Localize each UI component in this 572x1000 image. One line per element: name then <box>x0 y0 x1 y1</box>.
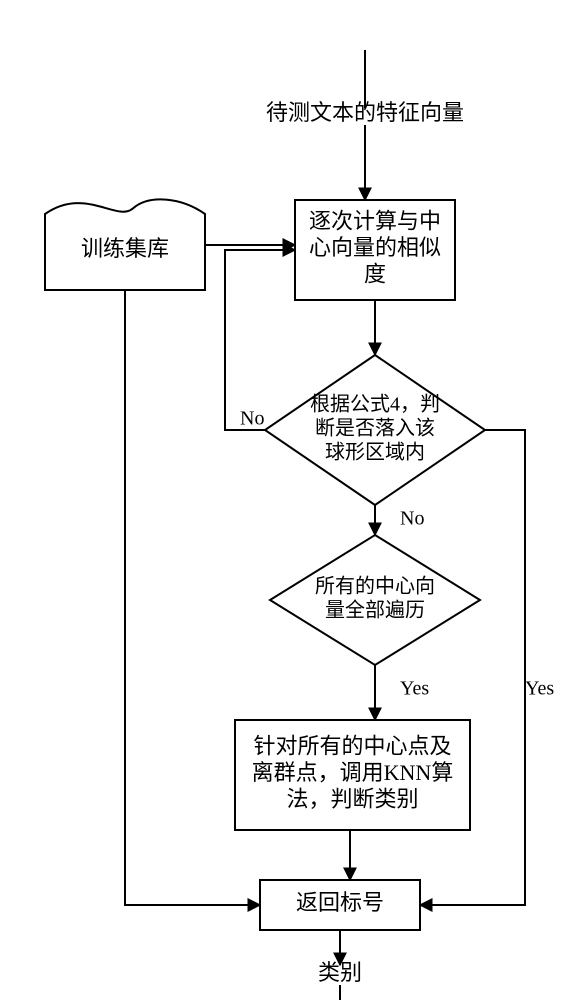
svg-text:针对所有的中心点及: 针对所有的中心点及 <box>253 734 451 759</box>
edge-label-dec1_no: No <box>240 408 264 430</box>
output-text: 类别 <box>318 960 362 985</box>
input-text: 待测文本的特征向量 <box>266 100 464 125</box>
svg-text:断是否落入该: 断是否落入该 <box>315 417 435 440</box>
node-dec1: 根据公式4，判断是否落入该球形区域内 <box>265 355 485 505</box>
node-output: 类别 <box>318 960 362 985</box>
svg-text:所有的中心向: 所有的中心向 <box>315 575 435 598</box>
svg-text:逐次计算与中: 逐次计算与中 <box>309 209 441 234</box>
svg-text:离群点，调用KNN算: 离群点，调用KNN算 <box>252 760 454 785</box>
edge-dec1-no-loop <box>225 250 295 430</box>
node-dec2: 所有的中心向量全部遍历 <box>270 535 480 665</box>
edge-label-dec2_no: No <box>400 508 424 530</box>
svg-text:球形区域内: 球形区域内 <box>325 441 425 464</box>
node-db: 训练集库 <box>45 199 205 290</box>
svg-text:心向量的相似: 心向量的相似 <box>309 235 441 260</box>
node-knn: 针对所有的中心点及离群点，调用KNN算法，判断类别 <box>235 720 470 830</box>
svg-text:返回标号: 返回标号 <box>296 890 384 915</box>
node-input: 待测文本的特征向量 <box>266 100 464 125</box>
edge-label-dec2_yes: Yes <box>400 678 429 700</box>
node-calc: 逐次计算与中心向量的相似度 <box>295 200 455 300</box>
edge-dec1-yes-ret <box>420 430 525 905</box>
svg-text:度: 度 <box>364 261 386 286</box>
svg-text:法，判断类别: 法，判断类别 <box>286 786 418 811</box>
edge-label-dec1_yes: Yes <box>525 678 554 700</box>
svg-text:根据公式4，判: 根据公式4，判 <box>310 393 440 416</box>
node-ret: 返回标号 <box>260 880 420 930</box>
svg-text:量全部遍历: 量全部遍历 <box>325 599 425 622</box>
svg-text:训练集库: 训练集库 <box>81 236 169 261</box>
